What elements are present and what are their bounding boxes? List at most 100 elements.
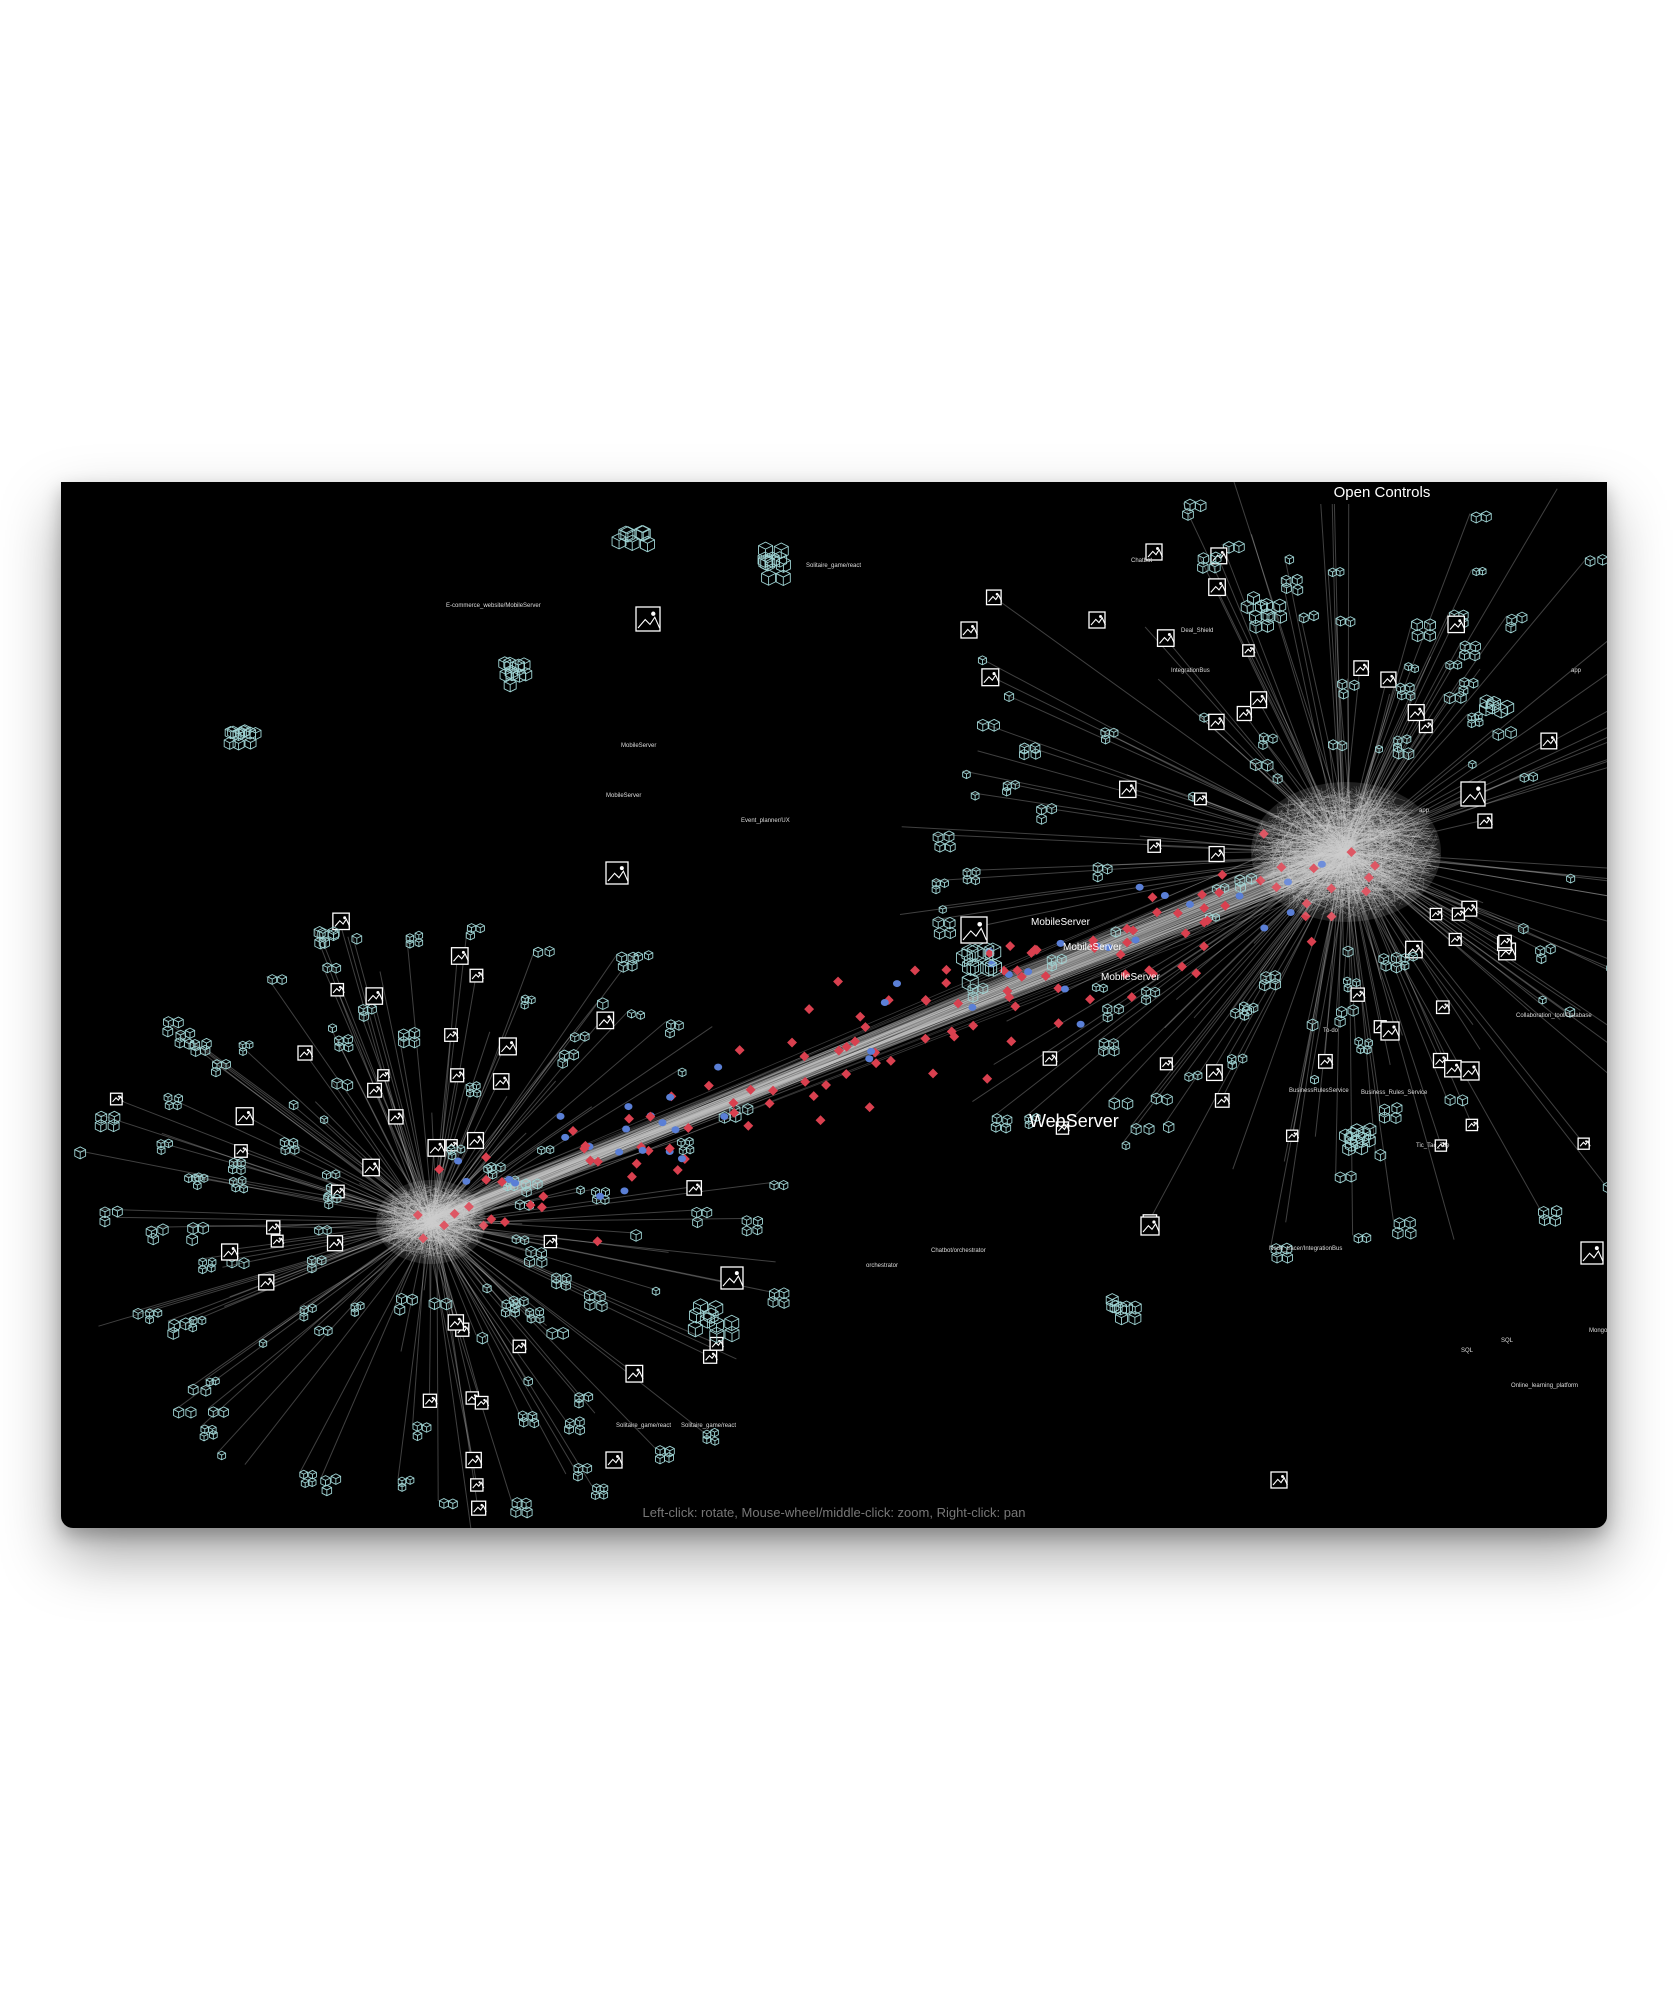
- graph-edge: [432, 953, 618, 1224]
- container-cluster-icon: [1197, 551, 1222, 574]
- graph-edge: [421, 1238, 465, 1247]
- graph-edge: [428, 835, 1330, 1222]
- graph-edge: [1299, 797, 1426, 857]
- container-cluster-icon: [358, 1003, 377, 1022]
- graph-edge: [427, 1043, 506, 1222]
- database-cylinder-icon: [1104, 944, 1113, 952]
- graph-edge: [977, 750, 1348, 854]
- graph-edge: [1337, 876, 1339, 909]
- network-graph-canvas[interactable]: WebServerMobileServerMobileServerMobileS…: [61, 482, 1607, 1528]
- graph-edge: [1335, 797, 1351, 902]
- graph-edge: [1331, 483, 1341, 852]
- container-cluster-icon: [1535, 943, 1556, 965]
- graph-edge: [461, 1209, 479, 1242]
- graph-edge: [458, 1221, 462, 1233]
- graph-edge: [1276, 808, 1296, 904]
- graph-edge: [1399, 829, 1433, 870]
- graph-edge: [1302, 816, 1373, 895]
- graph-edge: [1200, 798, 1345, 854]
- container-cluster-icon: [99, 1205, 123, 1228]
- graph-edge: [1341, 853, 1344, 948]
- database-cylinder-icon: [714, 1063, 723, 1071]
- graph-edge: [1329, 852, 1363, 894]
- graph-edge: [1299, 845, 1381, 851]
- graph-edge: [1306, 820, 1354, 911]
- graph-edge: [426, 1138, 475, 1226]
- picture-icon: [702, 1349, 718, 1364]
- graph-edge: [1163, 852, 1350, 1126]
- graph-edge: [444, 1197, 451, 1210]
- node-label: Online_learning_platform: [1511, 1383, 1578, 1389]
- graph-edge: [1378, 806, 1393, 902]
- graph-edge: [430, 1219, 472, 1231]
- graph-edge: [1273, 846, 1413, 896]
- graph-edge: [378, 1220, 440, 1227]
- graph-edge: [1273, 801, 1368, 891]
- graph-edge: [1349, 849, 1585, 1145]
- graph-edge: [238, 1043, 429, 1221]
- graph-edge: [433, 858, 1337, 1226]
- graph-edge: [1363, 820, 1371, 823]
- graph-edge: [1327, 843, 1394, 861]
- graph-edge: [1342, 748, 1377, 854]
- graph-edge: [1311, 851, 1412, 873]
- graph-edge: [1404, 822, 1431, 859]
- git-diamond-icon: [418, 1233, 429, 1244]
- graph-edge: [1341, 822, 1351, 896]
- graph-edge: [460, 1213, 475, 1221]
- graph-edge: [204, 1223, 425, 1381]
- graph-edge: [359, 1183, 433, 1227]
- graph-edge: [423, 1224, 468, 1247]
- graph-edge: [1350, 809, 1403, 820]
- picture-icon: [1242, 644, 1256, 657]
- graph-edge: [1345, 759, 1607, 848]
- database-cylinder-icon: [720, 1112, 729, 1120]
- container-cluster-icon: [1395, 682, 1416, 702]
- graph-edge: [1308, 824, 1382, 845]
- container-cluster-icon: [1342, 945, 1354, 958]
- open-controls-button[interactable]: Open Controls: [1302, 482, 1462, 504]
- graph-edge: [1390, 828, 1435, 904]
- graph-edge: [1325, 816, 1409, 879]
- container-cluster-icon: [1378, 951, 1402, 974]
- graph-edge: [1360, 804, 1370, 859]
- graph-edge: [1295, 869, 1305, 909]
- picture-icon: [1205, 1064, 1224, 1082]
- graph-edge: [394, 1115, 427, 1226]
- graph-edge: [418, 1215, 441, 1241]
- graph-edge: [1338, 809, 1409, 870]
- graph-edge: [1316, 815, 1369, 903]
- graph-edge: [1346, 850, 1456, 940]
- graph-edge: [445, 1213, 463, 1237]
- graph-edge: [397, 1248, 444, 1258]
- container-cluster-icon: [962, 769, 971, 780]
- graph-edge: [1268, 797, 1393, 819]
- container-cluster-icon: [1538, 995, 1547, 1005]
- container-cluster-icon: [573, 1462, 593, 1482]
- graph-edge: [1348, 843, 1437, 863]
- container-cluster-icon: [1468, 759, 1477, 769]
- graph-edge: [418, 833, 1359, 1226]
- graph-edge: [1325, 835, 1431, 868]
- graph-edge: [448, 1206, 477, 1255]
- graph-edge: [1323, 793, 1393, 816]
- graph-edge: [1276, 840, 1327, 890]
- graph-edge: [1287, 887, 1306, 889]
- picture-icon: [1159, 1057, 1174, 1071]
- graph-edge: [1329, 793, 1415, 820]
- graph-edge: [187, 1225, 434, 1230]
- graph-edge: [1346, 852, 1567, 876]
- picture-icon: [1236, 705, 1253, 722]
- graph-edge: [1346, 852, 1607, 880]
- graph-edge: [406, 1191, 446, 1220]
- graph-edge: [1291, 851, 1361, 915]
- graph-edge: [1126, 774, 1349, 851]
- graph-edge: [1380, 817, 1409, 854]
- graph-edge: [1292, 818, 1376, 880]
- container-cluster-icon: [94, 1110, 121, 1133]
- graph-edge: [1356, 797, 1399, 858]
- graph-edge: [433, 1026, 713, 1218]
- database-cylinder-icon: [1286, 909, 1295, 917]
- graph-viewer[interactable]: WebServer MobileServer MobileServer MobileS…: [61, 482, 1607, 1528]
- graph-edge: [934, 834, 1345, 855]
